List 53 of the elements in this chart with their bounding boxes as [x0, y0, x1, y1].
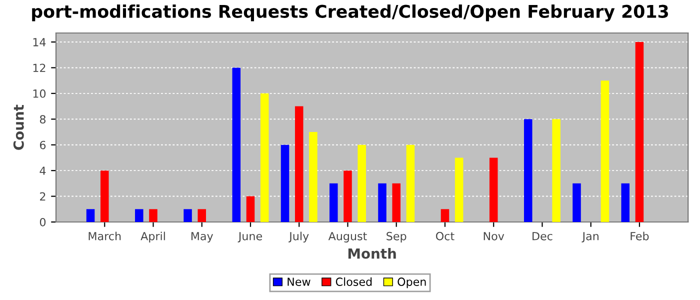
x-tick-label: Sep	[386, 232, 406, 242]
bar	[246, 196, 255, 222]
bar	[621, 183, 630, 222]
bar	[635, 42, 644, 222]
x-tick-label: Nov	[484, 232, 504, 240]
bar	[344, 170, 352, 222]
bar	[184, 209, 192, 222]
x-tick-label: July	[288, 232, 309, 242]
y-tick-label: 8	[40, 115, 46, 124]
y-tick-label: 2	[40, 192, 46, 201]
y-axis-title: Count	[13, 104, 24, 150]
x-tick-label: May	[191, 232, 214, 242]
bar	[260, 93, 269, 222]
y-tick-label: 12	[33, 64, 46, 72]
bar	[309, 132, 318, 222]
x-tick-label: June	[238, 232, 262, 242]
bar	[378, 183, 386, 222]
chart-title: port-modifications Requests Created/Closed/Open February 2013	[32, 4, 668, 22]
bar	[358, 144, 366, 222]
bar	[280, 144, 290, 222]
bar	[198, 209, 206, 222]
x-tick-label: April	[140, 232, 165, 242]
bar	[552, 119, 560, 222]
bar	[440, 209, 450, 222]
y-tick-label: 6	[40, 140, 46, 150]
bar	[454, 158, 464, 222]
bar	[392, 183, 400, 222]
x-tick-label: March	[88, 232, 121, 240]
y-tick-label: 14	[33, 38, 46, 46]
bar	[100, 170, 109, 222]
bar	[572, 183, 581, 222]
bar	[149, 209, 158, 222]
y-tick-label: 4	[40, 166, 46, 175]
bar	[524, 119, 532, 222]
legend-label: Closed	[336, 277, 372, 286]
bar	[294, 106, 304, 222]
bar	[86, 209, 95, 222]
legend-label: Open	[398, 278, 426, 288]
bar	[135, 209, 144, 222]
x-tick-label: Jan	[582, 232, 598, 242]
bar	[406, 144, 415, 222]
x-tick-label: August	[328, 232, 367, 242]
bar	[600, 80, 610, 222]
bar	[489, 158, 498, 222]
legend-label: New	[288, 278, 310, 286]
y-tick-label: 0	[40, 218, 46, 226]
x-tick-label: Feb	[630, 232, 649, 240]
x-tick-label: Oct	[436, 232, 454, 240]
x-tick-label: Dec	[532, 232, 552, 240]
bar	[232, 68, 241, 222]
bar	[330, 183, 338, 222]
x-axis-title: Month	[348, 248, 396, 259]
y-tick-label: 10	[33, 89, 46, 98]
